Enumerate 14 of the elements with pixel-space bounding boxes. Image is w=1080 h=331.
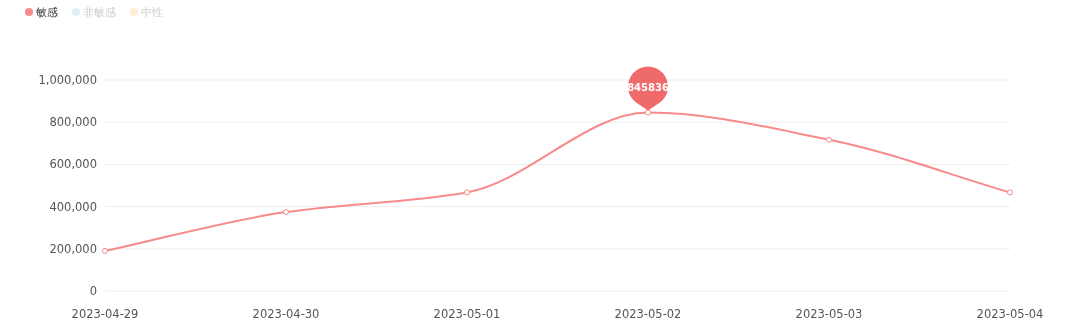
x-tick-label: 2023-05-02 — [614, 307, 682, 321]
legend-label: 敏感 — [36, 6, 58, 19]
y-tick-label: 600,000 — [49, 157, 97, 172]
y-tick-label: 1,000,000 — [38, 73, 97, 87]
x-tick-label: 2023-05-01 — [433, 307, 501, 321]
y-tick-label: 400,000 — [49, 199, 97, 214]
y-tick-label: 800,000 — [49, 115, 97, 130]
y-tick-label: 200,000 — [49, 241, 97, 256]
x-tick-label: 2023-05-04 — [976, 307, 1044, 321]
x-tick-label: 2023-04-30 — [252, 307, 320, 321]
y-tick-label: 0 — [89, 284, 97, 298]
x-tick-label: 2023-05-03 — [795, 307, 863, 321]
value-label: 845836 — [627, 81, 669, 93]
x-tick-label: 2023-04-29 — [71, 307, 139, 321]
